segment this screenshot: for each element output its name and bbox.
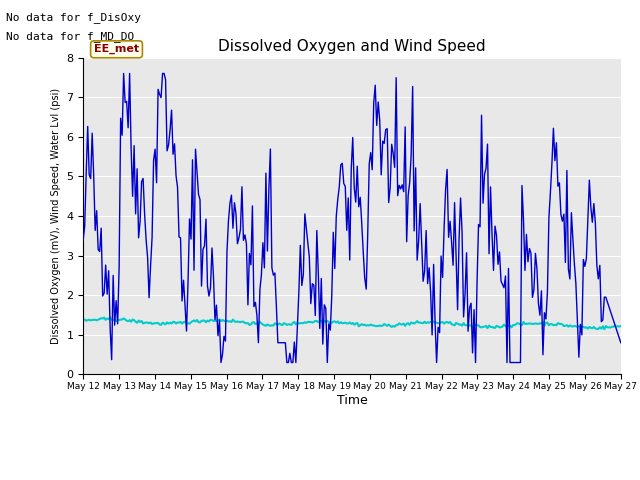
Legend: ws, WaterLevel: ws, WaterLevel xyxy=(250,478,454,480)
Text: EE_met: EE_met xyxy=(94,44,139,54)
Text: No data for f_DisOxy: No data for f_DisOxy xyxy=(6,12,141,23)
X-axis label: Time: Time xyxy=(337,394,367,407)
Text: No data for f_MD_DO: No data for f_MD_DO xyxy=(6,31,134,42)
Title: Dissolved Oxygen and Wind Speed: Dissolved Oxygen and Wind Speed xyxy=(218,39,486,54)
Y-axis label: Dissolved Oxygen (mV), Wind Speed, Water Lvl (psi): Dissolved Oxygen (mV), Wind Speed, Water… xyxy=(51,88,61,344)
